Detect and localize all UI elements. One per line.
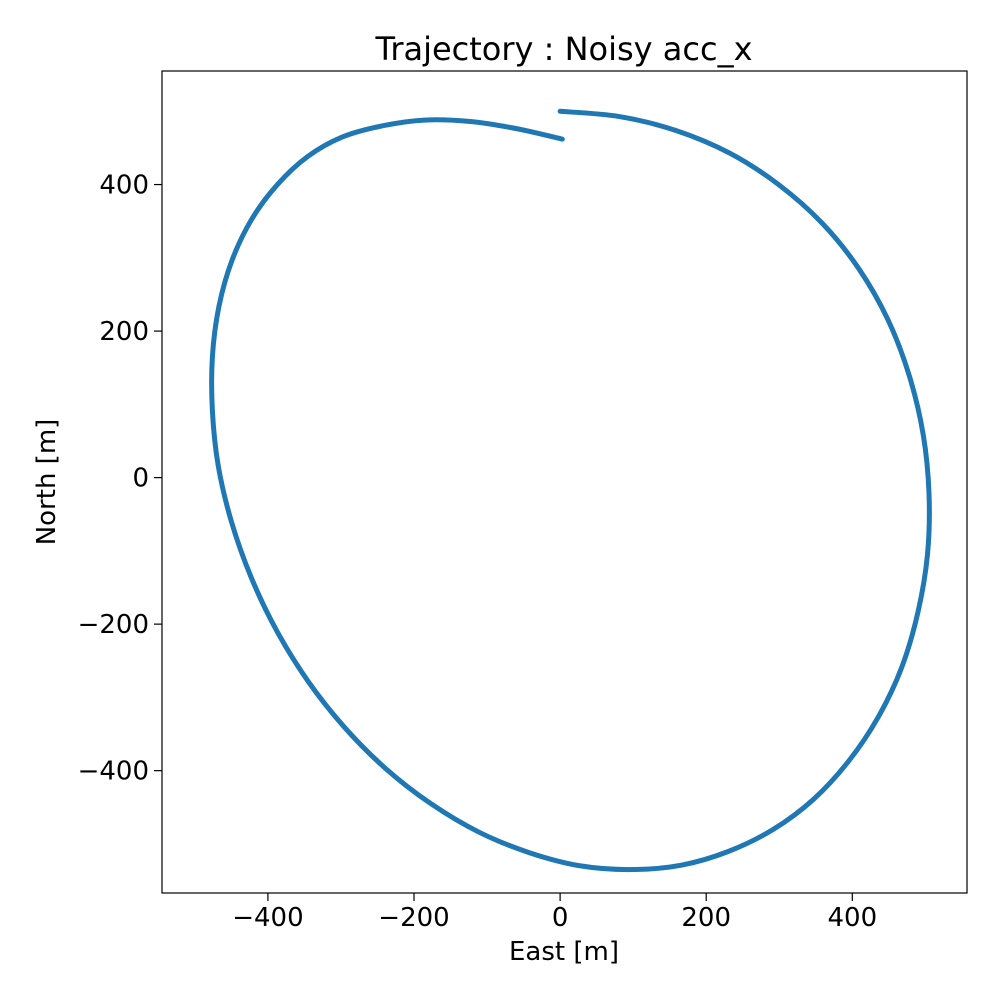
plot-area [209,108,932,873]
x-axis-label: East [m] [509,937,619,967]
x-tick-label: −200 [378,903,449,933]
chart-title: Trajectory : Noisy acc_x [374,30,752,68]
x-tick-label: 200 [681,903,731,933]
y-tick-label: −400 [78,757,149,787]
axis-ticks: −400 −200 0 200 400 −400 −200 0 200 400 [78,171,878,933]
trajectory-line [209,108,932,873]
y-tick-label: 200 [99,317,149,347]
x-tick-label: 0 [552,903,569,933]
axes-frame [161,70,968,894]
y-tick-label: 0 [132,464,149,494]
y-tick-label: 400 [99,171,149,201]
x-tick-label: 400 [827,903,877,933]
y-tick-label: −200 [78,610,149,640]
x-tick-label: −400 [232,903,303,933]
y-axis-label: North [m] [32,419,62,546]
